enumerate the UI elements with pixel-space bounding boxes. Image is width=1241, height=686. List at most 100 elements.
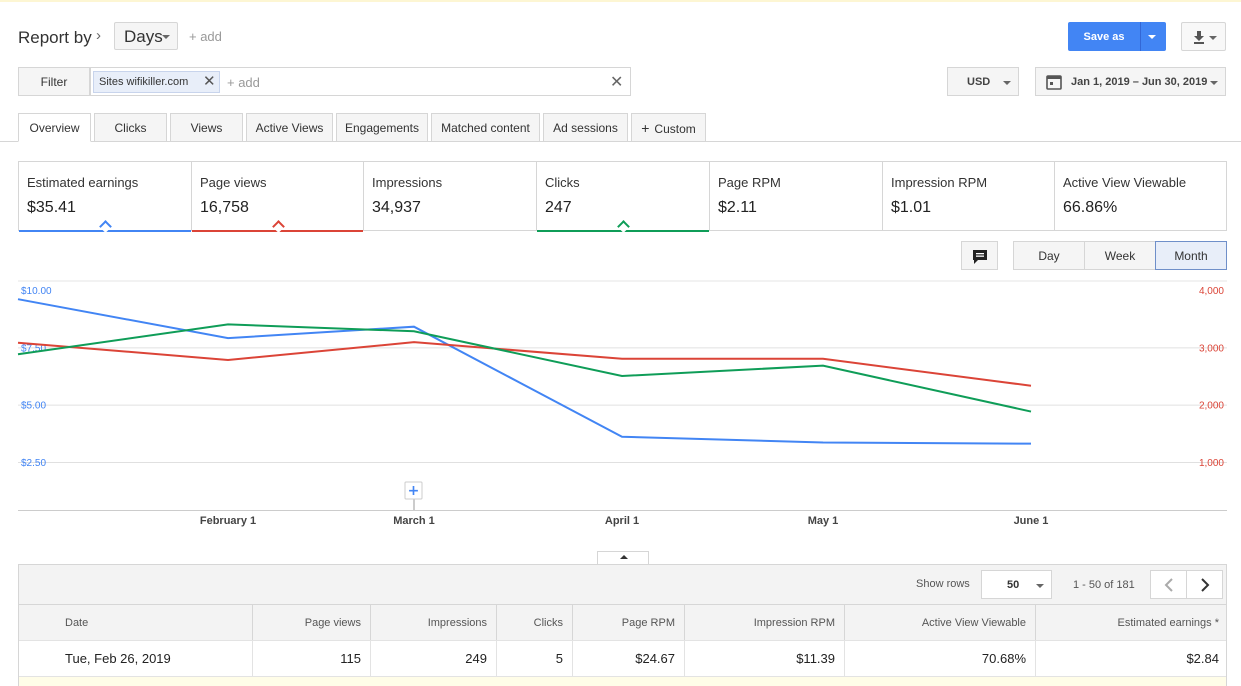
days-dimension-dropdown[interactable]: Days	[114, 22, 178, 50]
metric-label: Page views	[200, 175, 267, 190]
column-header-clicks[interactable]: Clicks	[497, 605, 573, 641]
annotation-button[interactable]	[961, 241, 998, 270]
metric-value: $35.41	[27, 199, 76, 216]
tab-ad-sessions[interactable]: Ad sessions	[543, 113, 628, 142]
metric-value: 34,937	[372, 199, 421, 216]
cell-impressions: 249	[371, 641, 497, 677]
tab-label: Views	[190, 121, 223, 135]
collapse-chart-toggle[interactable]	[597, 551, 649, 565]
currency-label: USD	[967, 76, 991, 88]
column-header-active-view-viewable[interactable]: Active View Viewable	[845, 605, 1036, 641]
column-header-page-rpm[interactable]: Page RPM	[573, 605, 685, 641]
period-week-button[interactable]: Week	[1084, 241, 1156, 270]
plus-icon: +	[641, 120, 650, 136]
clear-filter-icon[interactable]: ✕	[610, 74, 624, 91]
x-axis-tick-label: May 1	[808, 515, 839, 527]
tab-matched-content[interactable]: Matched content	[431, 113, 540, 142]
period-day-button[interactable]: Day	[1013, 241, 1085, 270]
right-axis-tick-label: 3,000	[1199, 343, 1224, 354]
metric-label: Clicks	[545, 175, 580, 190]
tab-active-views[interactable]: Active Views	[246, 113, 333, 142]
pagination-range: 1 - 50 of 181	[1073, 579, 1135, 591]
tab-overview[interactable]: Overview	[18, 113, 91, 142]
caret-down-icon	[1036, 584, 1044, 588]
metric-card-clicks[interactable]: Clicks 247	[537, 162, 710, 233]
chevron-left-icon	[1164, 578, 1173, 592]
save-as-divider	[1140, 22, 1141, 51]
metric-value: 16,758	[200, 199, 249, 216]
metric-label: Active View Viewable	[1063, 175, 1187, 190]
cell-estimated-earnings: $2.84	[1186, 651, 1219, 666]
column-header-impressions[interactable]: Impressions	[371, 605, 497, 641]
metric-card-active-view-viewable[interactable]: Active View Viewable 66.86%	[1055, 162, 1226, 230]
tab-label: Matched content	[441, 121, 530, 135]
right-axis-tick-label: 4,000	[1199, 286, 1224, 297]
left-axis-tick-label: $10.00	[21, 286, 52, 297]
filter-button[interactable]: Filter	[18, 67, 90, 96]
column-header-page-views[interactable]: Page views	[253, 605, 371, 641]
column-header-date[interactable]: Date	[19, 605, 253, 641]
tab-label: Engagements	[344, 121, 420, 135]
cell-page-rpm: $24.67	[573, 641, 685, 677]
caret-down-icon	[1209, 36, 1217, 40]
left-axis-tick-label: $2.50	[21, 458, 46, 469]
metric-card-estimated-earnings[interactable]: Estimated earnings $35.41	[19, 162, 192, 233]
cell-page-views: 115	[253, 641, 371, 677]
tab-label: Clicks	[114, 121, 147, 135]
plus-icon: +	[408, 483, 420, 499]
tab-custom[interactable]: + Custom	[631, 113, 706, 142]
filter-chip[interactable]: Sites wifikiller.com ✕	[93, 71, 220, 93]
report-by-label: Report by	[18, 28, 92, 47]
previous-page-button[interactable]	[1150, 570, 1187, 599]
download-button[interactable]	[1181, 22, 1226, 51]
metric-value: 66.86%	[1063, 199, 1118, 216]
table-row[interactable]	[19, 676, 1226, 686]
add-annotation-marker	[404, 481, 423, 500]
chevron-right-icon: ›	[96, 27, 101, 44]
series-line	[17, 341, 1032, 387]
tab-label: Overview	[29, 121, 80, 135]
x-axis-tick-label: February 1	[200, 515, 256, 527]
tab-views[interactable]: Views	[170, 113, 243, 142]
tab-clicks[interactable]: Clicks	[94, 113, 167, 142]
next-page-button[interactable]	[1186, 570, 1223, 599]
rows-per-page-select[interactable]: 50	[981, 570, 1052, 599]
period-month-button[interactable]: Month	[1155, 241, 1227, 270]
rows-per-page-value: 50	[1007, 579, 1020, 591]
column-header-impression-rpm[interactable]: Impression RPM	[685, 605, 845, 641]
metric-card-page-rpm[interactable]: Page RPM $2.11	[710, 162, 883, 230]
comment-icon	[973, 250, 987, 264]
x-axis-tick-label: April 1	[605, 515, 639, 527]
close-icon[interactable]: ✕	[203, 73, 216, 90]
tab-engagements[interactable]: Engagements	[336, 113, 428, 142]
caret-down-icon	[162, 35, 170, 39]
metric-label: Estimated earnings	[27, 175, 139, 190]
currency-dropdown[interactable]: USD	[947, 67, 1019, 96]
filter-add-link[interactable]: + add	[227, 75, 260, 90]
save-as-button[interactable]: Save as	[1068, 22, 1166, 51]
table-row[interactable]: Tue, Feb 26, 2019 115 249 5 $24.67 $11.3…	[19, 640, 1226, 677]
caret-down-icon	[1210, 81, 1218, 85]
right-axis-tick-label: 1,000	[1199, 458, 1224, 469]
days-dropdown-label: Days	[124, 27, 163, 46]
caret-down-icon	[1003, 81, 1011, 85]
tab-label: Active Views	[255, 121, 324, 135]
tab-label: Ad sessions	[553, 121, 618, 135]
cell-impression-rpm: $11.39	[685, 641, 845, 677]
performance-line-chart: $10.00 $7.50 $5.00 $2.50 4,000 3,000 2,000 1,00…	[17, 280, 1227, 527]
download-icon	[1194, 31, 1204, 44]
filter-input-box[interactable]: Sites wifikiller.com ✕ + add ✕	[90, 67, 631, 96]
column-header-estimated-earnings[interactable]: Estimated earnings *	[1117, 617, 1220, 629]
cell-clicks: 5	[497, 641, 573, 677]
date-range-picker[interactable]: Jan 1, 2019 – Jun 30, 2019	[1035, 67, 1226, 96]
metric-card-impressions[interactable]: Impressions 34,937	[364, 162, 537, 230]
metric-label: Impressions	[372, 175, 443, 190]
show-rows-label: Show rows	[916, 578, 970, 590]
metric-value: 247	[545, 199, 572, 216]
metric-card-impression-rpm[interactable]: Impression RPM $1.01	[883, 162, 1055, 230]
add-dimension-link[interactable]: + add	[189, 29, 222, 44]
top-notice-bar	[0, 0, 1241, 2]
caret-down-icon[interactable]	[1148, 35, 1156, 39]
metric-label: Impression RPM	[891, 175, 988, 190]
metric-card-page-views[interactable]: Page views 16,758	[192, 162, 364, 233]
